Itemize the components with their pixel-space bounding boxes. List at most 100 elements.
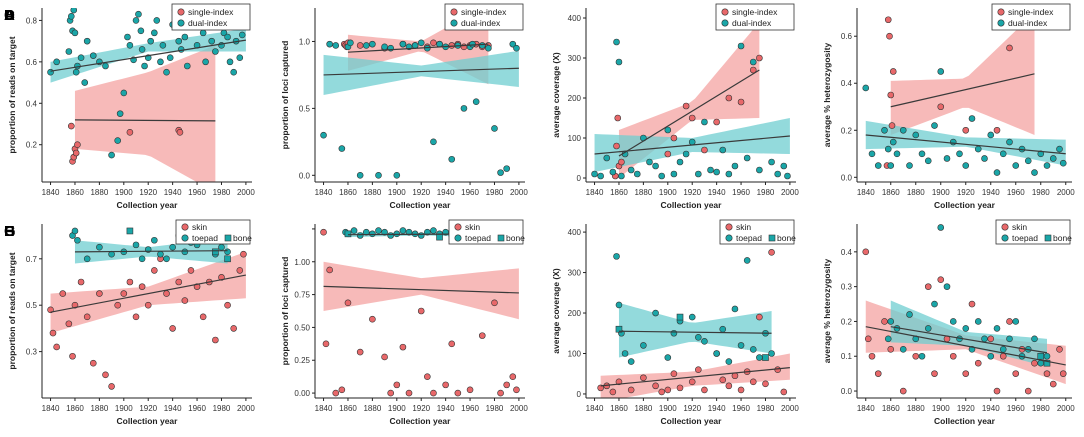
fit-line-toepad [890,326,1048,354]
data-point-skin [937,276,945,283]
x-tick-label: 1880 [90,404,108,413]
data-point-skin [478,332,486,339]
data-point-skin [169,325,176,332]
data-point-toepad [417,232,425,239]
data-point-single-index [887,91,895,99]
data-point-dual-index [430,138,437,146]
data-point-single-index [126,128,134,136]
data-point-toepad [381,228,388,236]
x-tick-label: 1900 [115,404,133,413]
data-point-skin [399,343,407,351]
confidence-band-skin [50,251,246,334]
y-tick-label: 1.0 [299,37,311,46]
fit-line-skin [865,326,1066,366]
data-point-skin [962,370,970,377]
data-point-dual-index [238,31,246,39]
x-axis-label: Collection year [934,416,996,426]
data-point-toepad [652,309,659,317]
panel-F: F 1840 1860 1880 1900 1920 1940 1960 1980 2000 0.0… [4,219,528,426]
legend-marker-bone [224,234,232,242]
y-tick-label: 0.3 [26,348,38,357]
y-axis-label: proportion of reads on target [7,36,17,153]
x-tick-label: 2000 [781,188,799,197]
data-point-dual-index [503,165,510,172]
data-point-skin [725,382,733,390]
data-point-toepad [151,236,158,244]
data-point-dual-index [224,33,231,41]
legend-marker-bone [497,234,505,242]
data-point-skin [1006,318,1013,325]
legend-label-toepad: toepad [192,233,218,243]
data-point-toepad [163,255,170,263]
x-tick-label: 1980 [486,188,504,197]
data-point-toepad [369,230,376,238]
data-point-skin [503,381,510,389]
data-point-dual-index [166,54,174,62]
data-point-skin [491,299,498,307]
data-point-dual-index [999,150,1007,158]
data-point-dual-index [147,37,154,45]
confidence-band-single-index [890,12,1035,135]
fit-line-skin [323,285,519,294]
data-point-dual-index [912,131,920,139]
y-tick-label: 0.00 [294,389,310,398]
confidence-band-skin [323,261,519,320]
data-point-toepad [405,228,413,236]
data-point-dual-index [47,68,54,76]
data-point-dual-index [887,162,895,169]
x-tick-label: 1900 [659,404,677,413]
data-point-skin [417,307,425,315]
confidence-band-toepad [890,300,1047,367]
data-point-dual-index [1012,162,1020,169]
data-point-dual-index [1024,157,1032,165]
data-point-dual-index [472,98,480,105]
data-point-dual-index [737,42,745,50]
data-point-dual-index [889,138,897,146]
data-point-dual-index [949,138,957,146]
data-point-skin [719,376,727,384]
data-point-dual-index [393,172,401,179]
data-point-dual-index [597,172,604,180]
data-point-dual-index [491,125,498,132]
data-point-toepad [756,354,763,361]
data-point-skin [114,301,121,309]
legend-label-skin: skin [736,222,751,232]
x-tick-label: 1920 [412,188,430,197]
x-tick-label: 1940 [708,404,726,413]
data-point-skin [862,248,870,256]
x-tick-label: 1840 [857,188,875,197]
x-tick-label: 2000 [510,404,528,413]
data-point-skin [59,290,67,297]
data-point-skin [132,313,140,321]
x-tick-label: 1900 [932,404,950,413]
data-point-dual-index [72,68,80,76]
data-point-dual-index [202,58,209,66]
panel-C: C 1840 1860 1880 1900 1920 1940 1960 1980 2000 0 10… [4,3,799,210]
data-point-skin [749,378,757,386]
data-point-dual-index [633,170,641,178]
legend-label-bone: bone [233,233,252,243]
data-point-dual-index [1031,169,1038,176]
data-point-dual-index [881,126,888,134]
data-point-skin [448,340,456,348]
data-point-dual-index [719,146,727,154]
x-tick-label: 1880 [363,188,381,197]
data-point-skin [344,299,352,307]
data-point-dual-index [68,12,75,20]
data-point-toepad [924,325,932,332]
data-point-dual-index [399,40,407,48]
data-point-toepad [943,283,951,290]
data-point-dual-index [1049,155,1057,162]
data-point-dual-index [320,131,327,139]
data-point-skin [887,345,895,353]
data-point-skin [108,383,115,390]
y-tick-label: 0.2 [26,141,38,150]
x-tick-label: 1880 [363,404,381,413]
legend-label-bone: bone [1053,233,1072,243]
y-tick-label: 200 [568,309,582,318]
data-point-bone [676,313,684,321]
data-point-dual-index [956,150,963,158]
